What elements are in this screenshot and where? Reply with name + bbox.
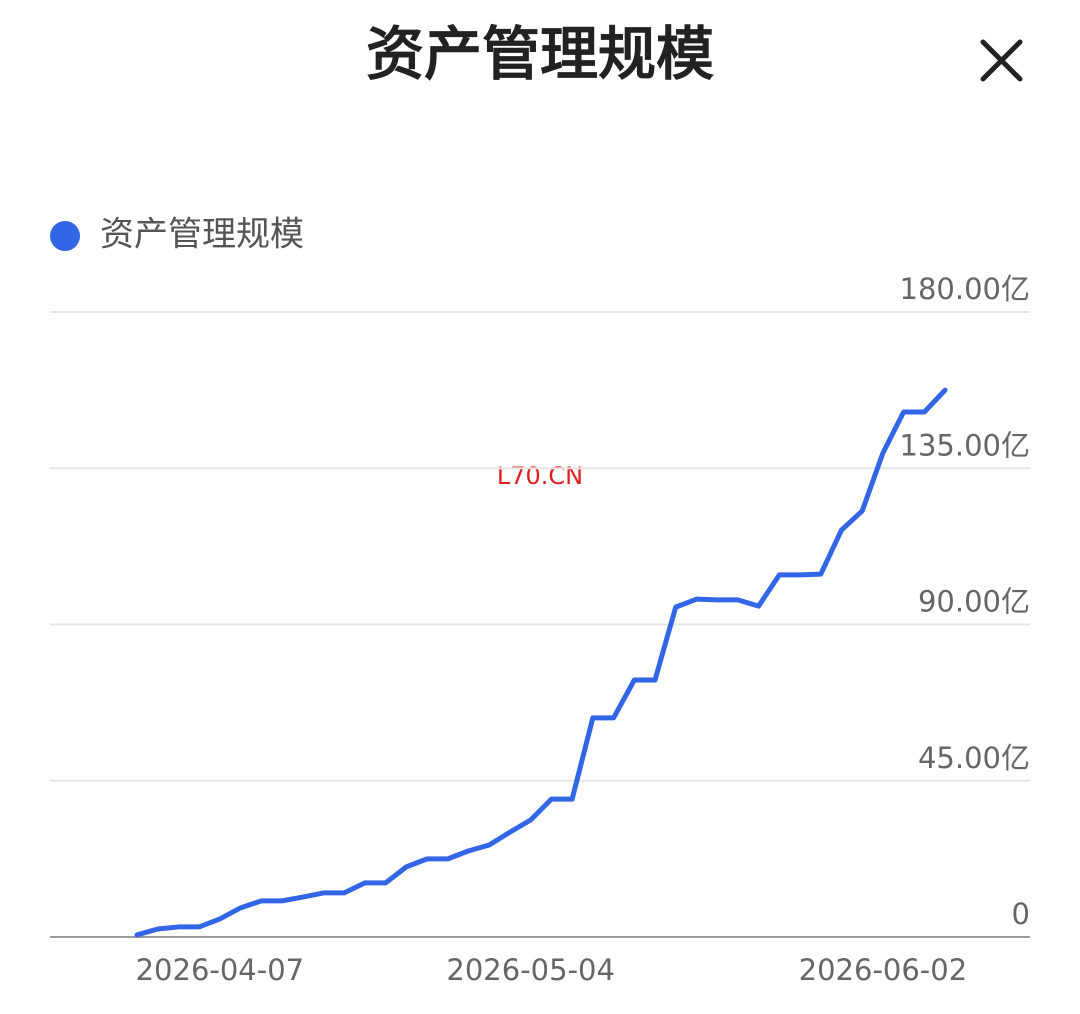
legend-label: 资产管理规模: [100, 215, 304, 255]
legend-marker: [50, 221, 80, 251]
close-button[interactable]: [980, 39, 1023, 82]
y-tick-label: 180.00亿: [900, 272, 1030, 306]
y-tick-label: 0: [1012, 897, 1030, 931]
x-tick-label: 2026-05-04: [446, 953, 615, 987]
close-icon-stroke: [980, 39, 1023, 82]
chart-title: 资产管理规模: [366, 20, 714, 88]
x-tick-label: 2026-06-02: [799, 953, 968, 987]
y-tick-label: 45.00亿: [918, 741, 1030, 775]
watermark: L70.CN: [497, 462, 583, 490]
x-tick-label: 2026-04-07: [136, 953, 305, 987]
y-tick-label: 90.00亿: [918, 585, 1030, 619]
y-tick-label: 135.00亿: [900, 428, 1030, 462]
data-line: [134, 387, 948, 938]
